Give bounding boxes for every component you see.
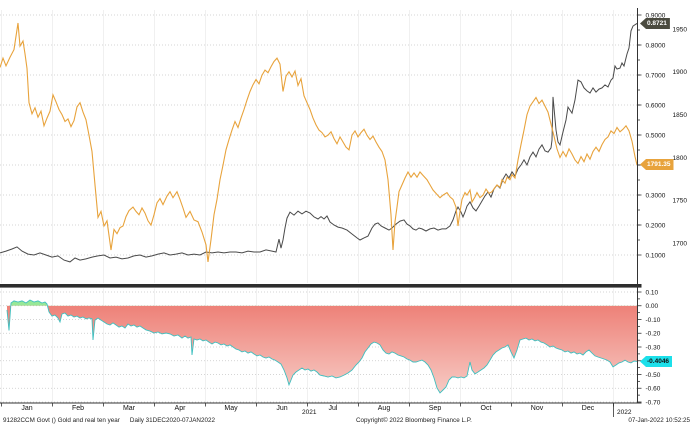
copyright-text: Copyright© 2022 Bloomberg Finance L.P. bbox=[356, 417, 472, 424]
date-range-text: Daily 31DEC2020-07JAN2022 bbox=[129, 417, 215, 424]
real-yield-line bbox=[6, 299, 638, 394]
gold-axis-tick-label: 1750 bbox=[673, 198, 688, 205]
y-axis-tick-label: -0.60 bbox=[646, 386, 661, 393]
real-yield-negative-area bbox=[7, 305, 637, 393]
y-axis-tick-label: -0.70 bbox=[646, 399, 661, 406]
y-axis-tick-label: 0.8000 bbox=[646, 42, 666, 49]
security-description: 91282CCM Govt () Gold and real ten year D… bbox=[3, 417, 215, 424]
y-axis-tick-label: 0.10 bbox=[646, 289, 659, 296]
y-axis-tick-label: -0.50 bbox=[646, 372, 661, 379]
y-axis-tick-label: -0.10 bbox=[646, 317, 661, 324]
yield-last-value-badge: 0.8721 bbox=[640, 18, 670, 29]
month-label: Jun bbox=[276, 405, 287, 412]
security-name-text: 91282CCM Govt () Gold and real ten year bbox=[3, 417, 120, 424]
y-axis-tick-label: 0.1000 bbox=[646, 252, 666, 259]
year-label-2022: 2022 bbox=[617, 409, 632, 416]
gold-axis-tick-label: 1950 bbox=[673, 26, 688, 33]
month-label: Sep bbox=[429, 405, 442, 412]
month-label: Jan bbox=[21, 405, 32, 412]
year-label-2021: 2021 bbox=[302, 409, 317, 416]
month-label: Apr bbox=[175, 405, 187, 412]
y-axis-tick-label: -0.20 bbox=[646, 331, 661, 338]
gold-axis-tick-label: 1700 bbox=[673, 240, 688, 247]
y-axis-tick-label: 0.00 bbox=[646, 303, 659, 310]
gold-axis-tick-label: 1900 bbox=[673, 69, 688, 76]
govt-yield-line bbox=[0, 22, 638, 263]
month-label: Oct bbox=[481, 405, 492, 412]
y-axis-tick-label: 0.6000 bbox=[646, 102, 666, 109]
y-axis-tick-label: -0.30 bbox=[646, 344, 661, 351]
panel-divider bbox=[0, 284, 642, 288]
month-label: Nov bbox=[531, 405, 544, 412]
gold-axis-tick-label: 1800 bbox=[673, 155, 688, 162]
gold-last-value-badge: 1791.35 bbox=[640, 159, 674, 170]
month-label: Dec bbox=[582, 405, 595, 412]
gold-axis-tick-label: 1850 bbox=[673, 112, 688, 119]
gold-price-line bbox=[0, 22, 638, 262]
y-axis-tick-label: 0.9000 bbox=[646, 12, 666, 19]
y-axis-tick-label: 0.2000 bbox=[646, 222, 666, 229]
y-axis-tick-label: 0.7000 bbox=[646, 72, 666, 79]
month-label: Feb bbox=[72, 405, 84, 412]
month-label: Aug bbox=[378, 405, 391, 412]
month-label: Mar bbox=[123, 405, 136, 412]
y-axis-tick-label: 0.5000 bbox=[646, 132, 666, 139]
month-label: May bbox=[224, 405, 238, 412]
month-label: Jul bbox=[329, 405, 338, 412]
y-axis-tick-label: 0.3000 bbox=[646, 192, 666, 199]
real-yield-last-value-badge: -0.4046 bbox=[640, 356, 673, 367]
datetime-text: 07-Jan-2022 10:52:25 bbox=[628, 417, 690, 424]
